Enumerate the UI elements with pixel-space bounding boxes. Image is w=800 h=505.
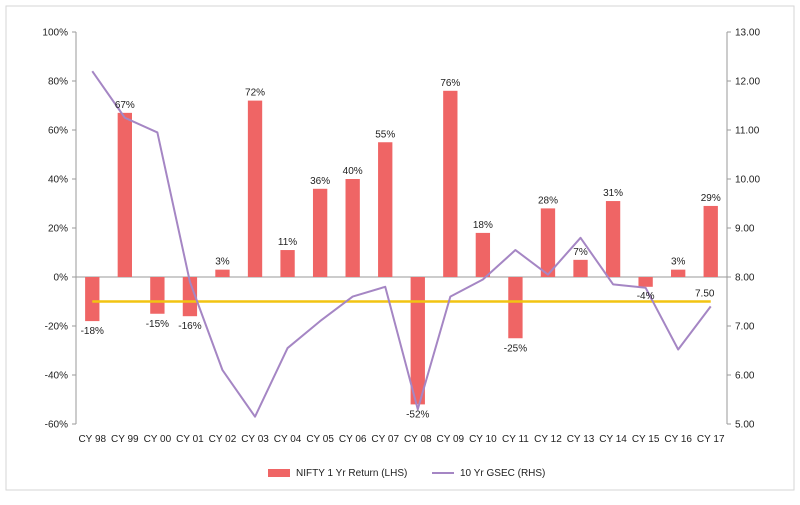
bar (85, 277, 99, 321)
bar-data-label: 18% (473, 220, 493, 231)
x-tick-label: CY 98 (78, 434, 106, 445)
bar-data-label: 76% (440, 78, 460, 89)
bar (378, 142, 392, 277)
bar-data-label: 55% (375, 129, 395, 140)
bar-data-label: -18% (81, 326, 104, 337)
bar (346, 179, 360, 277)
left-tick-label: 100% (42, 28, 68, 39)
bar (313, 189, 327, 277)
bar (541, 208, 555, 277)
x-tick-label: CY 04 (274, 434, 302, 445)
x-tick-label: CY 13 (567, 434, 595, 445)
left-tick-label: 20% (48, 224, 68, 235)
right-tick-label: 9.00 (735, 224, 755, 235)
x-tick-label: CY 07 (371, 434, 399, 445)
bar-data-label: 7% (573, 247, 588, 258)
bar (508, 277, 522, 338)
legend-swatch-bar (268, 469, 290, 477)
left-tick-label: 80% (48, 77, 68, 88)
bar (280, 250, 294, 277)
bar (704, 206, 718, 277)
left-tick-label: 60% (48, 126, 68, 137)
bar-data-label: 40% (343, 166, 363, 177)
bar-data-label: 28% (538, 195, 558, 206)
bar-data-label: 11% (278, 237, 297, 248)
reference-line-label: 7.50 (695, 289, 715, 300)
bar (150, 277, 164, 314)
bar (248, 101, 262, 277)
left-tick-label: 40% (48, 175, 68, 186)
right-tick-label: 13.00 (735, 28, 760, 39)
bar (411, 277, 425, 404)
left-tick-label: -60% (45, 420, 68, 431)
x-tick-label: CY 15 (632, 434, 660, 445)
bar-data-label: 3% (215, 257, 230, 268)
bar-data-label: -52% (406, 409, 429, 420)
left-tick-label: -20% (45, 322, 68, 333)
x-tick-label: CY 06 (339, 434, 367, 445)
x-tick-label: CY 16 (664, 434, 692, 445)
bar (215, 270, 229, 277)
x-tick-label: CY 17 (697, 434, 725, 445)
x-tick-label: CY 11 (502, 434, 529, 445)
bar-data-label: 72% (245, 88, 265, 99)
bar (606, 201, 620, 277)
x-tick-label: CY 01 (176, 434, 204, 445)
x-tick-label: CY 14 (599, 434, 627, 445)
bar-data-label: -15% (146, 319, 169, 330)
left-tick-label: 0% (54, 273, 69, 284)
bar-data-label: 31% (603, 188, 623, 199)
x-tick-label: CY 10 (469, 434, 497, 445)
left-tick-label: -40% (45, 371, 68, 382)
bar (573, 260, 587, 277)
legend-label-line: 10 Yr GSEC (RHS) (460, 468, 545, 479)
right-tick-label: 5.00 (735, 420, 755, 431)
x-tick-label: CY 02 (209, 434, 237, 445)
bar-data-label: -25% (504, 343, 527, 354)
bar-data-label: -16% (178, 321, 201, 332)
right-tick-label: 6.00 (735, 371, 755, 382)
right-tick-label: 8.00 (735, 273, 755, 284)
x-tick-label: CY 12 (534, 434, 562, 445)
bar-data-label: 36% (310, 176, 330, 187)
x-tick-label: CY 00 (144, 434, 172, 445)
x-tick-label: CY 08 (404, 434, 432, 445)
bar-data-label: 67% (115, 100, 135, 111)
right-tick-label: 7.00 (735, 322, 755, 333)
bar (443, 91, 457, 277)
right-tick-label: 11.00 (735, 126, 760, 137)
right-tick-label: 10.00 (735, 175, 760, 186)
x-tick-label: CY 05 (306, 434, 334, 445)
bar-data-label: -4% (637, 291, 655, 302)
x-tick-label: CY 09 (437, 434, 465, 445)
bar (671, 270, 685, 277)
right-tick-label: 12.00 (735, 77, 760, 88)
bar (476, 233, 490, 277)
x-tick-label: CY 99 (111, 434, 139, 445)
bar (638, 277, 652, 287)
bar (118, 113, 132, 277)
legend-label-bar: NIFTY 1 Yr Return (LHS) (296, 468, 407, 479)
bar-data-label: 29% (701, 193, 721, 204)
bar-data-label: 3% (671, 257, 686, 268)
x-tick-label: CY 03 (241, 434, 269, 445)
